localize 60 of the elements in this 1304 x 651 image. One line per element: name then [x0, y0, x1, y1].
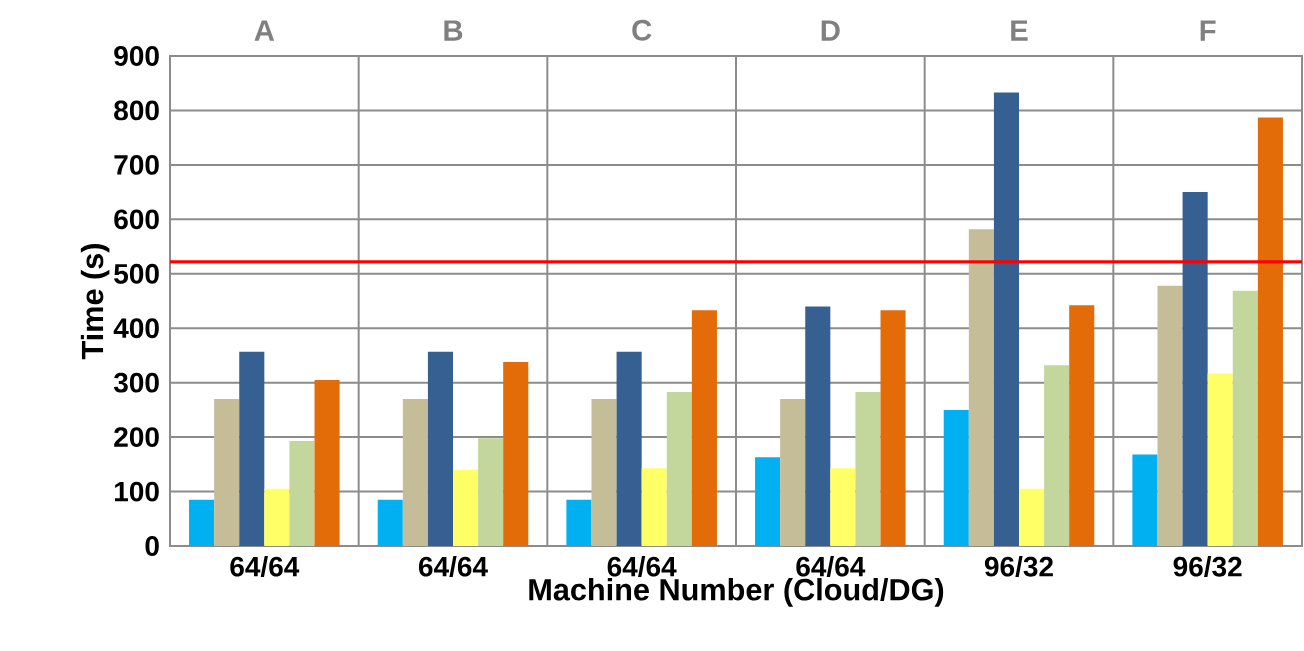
bar	[314, 379, 340, 546]
x-tick-label: 64/64	[230, 556, 300, 577]
x-tick-label: 64/64	[607, 556, 677, 577]
x-tick-label: 64/64	[796, 556, 866, 577]
bar	[289, 440, 315, 546]
bar	[641, 468, 667, 546]
bar	[1019, 488, 1045, 546]
bar	[214, 399, 240, 546]
bar	[453, 469, 479, 546]
y-tick-label: 900	[114, 46, 159, 66]
bar	[189, 499, 215, 546]
text: F	[1200, 20, 1216, 41]
y-tick-label: 800	[114, 100, 159, 121]
bar	[691, 310, 717, 546]
y-tick-label: 200	[114, 427, 159, 448]
bar	[402, 399, 428, 546]
bar	[377, 499, 403, 546]
bar	[805, 306, 831, 546]
bar	[666, 391, 692, 546]
text: A	[254, 20, 275, 41]
bar	[1132, 454, 1158, 546]
bar	[1182, 192, 1208, 546]
bar	[427, 351, 453, 546]
bar	[1207, 373, 1233, 546]
y-tick-label: 100	[115, 481, 159, 502]
y-tick-label: 300	[113, 372, 159, 393]
y-tick-label: 400	[113, 318, 159, 339]
bar	[880, 310, 906, 546]
bar	[780, 399, 806, 546]
bar	[478, 438, 504, 546]
text: C	[632, 19, 652, 41]
x-tick-label: 64/64	[418, 556, 488, 577]
bar	[591, 399, 617, 546]
bar	[239, 351, 265, 546]
text: D	[821, 20, 840, 41]
bar	[993, 92, 1019, 546]
bar	[1232, 290, 1258, 546]
bar	[1044, 365, 1070, 546]
bar	[855, 391, 881, 546]
text: E	[1011, 20, 1028, 41]
bar	[616, 351, 642, 546]
y-tick-label: 700	[114, 154, 159, 175]
x-axis-title: Machine Number (Cloud/DG)	[529, 578, 944, 607]
bar	[1157, 285, 1183, 546]
bar	[566, 499, 592, 546]
bar	[943, 409, 969, 546]
bar	[755, 457, 781, 546]
x-tick-label: 96/32	[1173, 556, 1242, 577]
x-tick-label: 96/32	[984, 556, 1053, 577]
y-tick-label: 0	[145, 536, 159, 556]
y-tick-label: 500	[114, 263, 159, 284]
text: B	[444, 20, 463, 41]
bar	[968, 229, 994, 546]
y-axis-title: Time (s)	[80, 244, 110, 360]
bar	[1257, 117, 1283, 546]
bar	[1069, 305, 1095, 546]
bar	[830, 468, 856, 546]
bar	[503, 361, 529, 546]
y-tick-label: 600	[114, 209, 159, 230]
bar	[264, 488, 290, 546]
